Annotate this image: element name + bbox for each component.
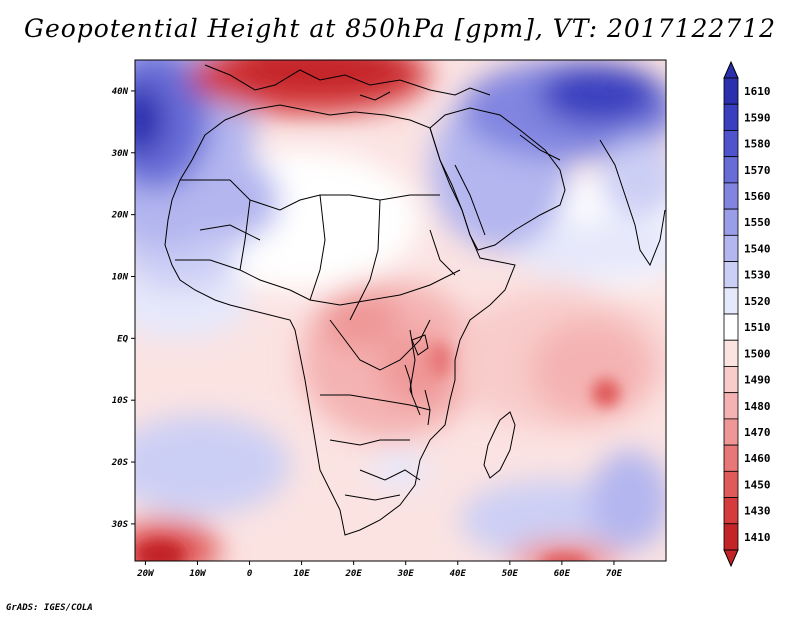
colorbar-label: 1430 (744, 505, 771, 518)
y-tick-label: 10N (112, 272, 129, 282)
colorbar-swatch (723, 444, 739, 472)
colorbar-label: 1530 (744, 269, 771, 282)
colorbar-swatch (723, 261, 739, 289)
colorbar-swatch (723, 523, 739, 551)
colorbar-swatch (723, 234, 739, 262)
colorbar-arrow-top (723, 60, 739, 79)
colorbar-swatch (723, 418, 739, 446)
x-tick-label: 10W (189, 569, 207, 579)
colorbar-swatch (723, 366, 739, 394)
colorbar-label: 1460 (744, 452, 771, 465)
colorbar-swatch (723, 182, 739, 210)
colorbar: 1610 1590 1580 1570 1560 1550 1540 1530 1520 1510… (723, 60, 771, 568)
colorbar-label: 1610 (744, 85, 771, 98)
colorbar-label: 1570 (744, 164, 771, 177)
x-tick-label: 40E (450, 569, 467, 579)
colorbar-swatch (723, 130, 739, 158)
x-tick-label: 0 (247, 569, 253, 579)
colorbar-swatch (723, 287, 739, 315)
colorbar-swatch (723, 77, 739, 105)
x-axis: 20W 10W 0 10E 20E 30E 40E 50E 60E 70E (136, 561, 623, 579)
colorbar-swatch (723, 470, 739, 498)
page-title: Geopotential Height at 850hPa [gpm], VT:… (23, 14, 777, 43)
coastlines (164, 64, 666, 536)
x-tick-label: 20W (136, 569, 155, 579)
colorbar-label: 1480 (744, 400, 771, 413)
y-tick-label: 30S (111, 520, 129, 530)
colorbar-label: 1510 (744, 321, 771, 334)
colorbar-label: 1450 (744, 478, 771, 491)
colorbar-swatch (723, 156, 739, 184)
colorbar-swatch (723, 103, 739, 131)
colorbar-label: 1540 (744, 242, 771, 255)
y-tick-label: 40N (112, 87, 129, 97)
colorbar-swatch (723, 339, 739, 367)
colorbar-label: 1490 (744, 374, 771, 387)
y-axis: 40N 30N 20N 10N EQ 10S 20S 30S (111, 87, 135, 530)
colorbar-label: 1550 (744, 216, 771, 229)
colorbar-swatch (723, 208, 739, 236)
colorbar-label: 1410 (744, 531, 771, 544)
colorbar-swatch (723, 313, 739, 341)
colorbar-label: 1500 (744, 347, 771, 360)
y-tick-label: 30N (111, 149, 129, 159)
x-tick-label: 20E (345, 569, 363, 579)
credit-text: GrADS: IGES/COLA (6, 603, 93, 613)
x-tick-label: 70E (606, 569, 623, 579)
colorbar-label: 1560 (744, 190, 771, 203)
height-field (135, 60, 666, 561)
y-tick-label: EQ (117, 334, 128, 344)
y-tick-label: 10S (112, 396, 129, 406)
colorbar-label: 1520 (744, 295, 771, 308)
y-tick-label: 20S (111, 458, 129, 468)
y-tick-label: 20N (111, 211, 129, 221)
colorbar-label: 1580 (744, 138, 771, 151)
x-tick-label: 60E (554, 569, 571, 579)
colorbar-label: 1470 (744, 426, 771, 439)
colorbar-swatch (723, 497, 739, 525)
colorbar-arrow-bottom (723, 549, 739, 568)
colorbar-label: 1590 (744, 111, 771, 124)
x-tick-label: 50E (502, 569, 519, 579)
x-tick-label: 10E (293, 569, 310, 579)
map-frame (134, 59, 667, 562)
colorbar-swatch (723, 392, 739, 420)
x-tick-label: 30E (397, 569, 415, 579)
